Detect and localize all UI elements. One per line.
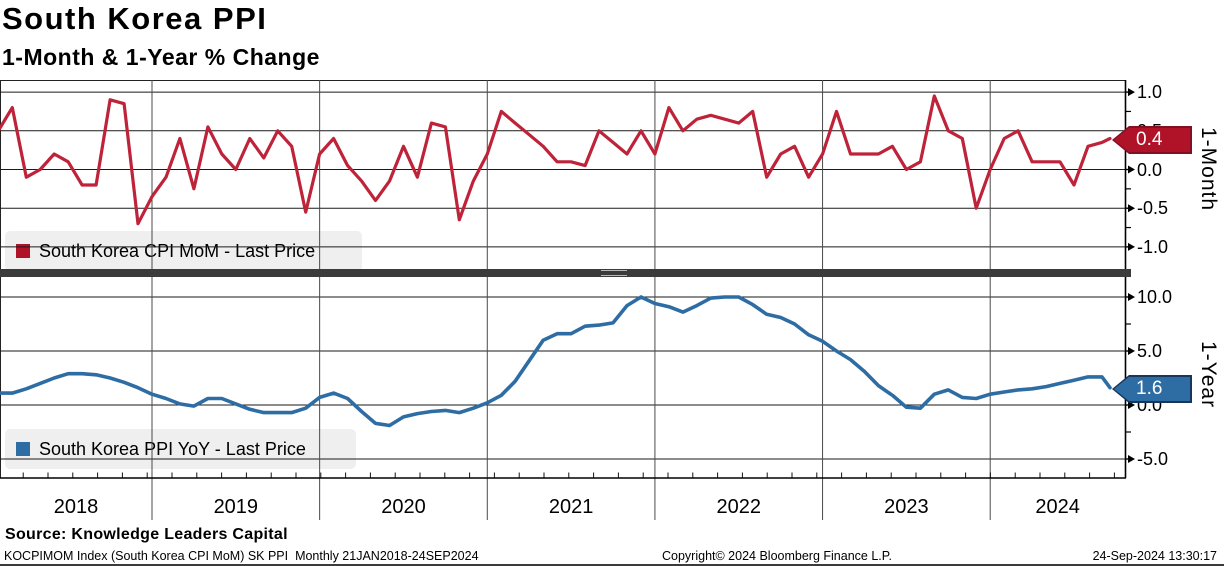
- x-axis-year-label-2019: 2019: [213, 496, 259, 518]
- ppi-yoy-last-price-badge: 1.6: [1112, 375, 1192, 403]
- y-axis-label-top-1.0: 1.0: [1137, 82, 1163, 103]
- chart-subtitle: 1-Month & 1-Year % Change: [2, 44, 320, 70]
- y-tick-arrow-icon: [1128, 204, 1135, 213]
- legend-ppi-yoy[interactable]: South Korea PPI YoY - Last Price: [5, 429, 356, 469]
- y-tick-arrow-icon: [1128, 347, 1135, 355]
- x-axis-year-label-2024: 2024: [1035, 496, 1080, 518]
- source-line: Source: Knowledge Leaders Capital: [5, 526, 288, 543]
- y-tick-arrow-icon: [1128, 293, 1135, 301]
- footer-ticker-info: KOCPIMOM Index (South Korea CPI MoM) SK …: [4, 549, 479, 563]
- divider-grip-icon[interactable]: [601, 270, 627, 276]
- footer-timestamp: 24-Sep-2024 13:30:17: [1092, 549, 1217, 563]
- panel-divider[interactable]: [0, 269, 1131, 277]
- y-axis-label-bottom--5.0: -5.0: [1137, 449, 1169, 469]
- ppi-yoy-legend-label: South Korea PPI YoY - Last Price: [39, 438, 306, 459]
- x-axis-year-label-2020: 2020: [381, 496, 426, 518]
- y-tick-arrow-icon: [1128, 88, 1135, 97]
- cpi-mom-last-price-value: 0.4: [1136, 129, 1163, 150]
- y-axis-label-top--0.5: -0.5: [1137, 198, 1169, 219]
- x-axis-year-label-2018: 2018: [53, 496, 99, 518]
- y-tick-arrow-icon: [1128, 242, 1135, 251]
- footer-copyright: Copyright© 2024 Bloomberg Finance L.P.: [662, 549, 892, 563]
- y-tick-arrow-icon: [1128, 165, 1135, 174]
- y-axis-title-1-year: 1-Year: [1197, 341, 1220, 409]
- y-tick-arrow-icon: [1128, 455, 1135, 463]
- cpi-mom-last-price-badge: 0.4: [1112, 126, 1192, 154]
- chart-title: South Korea PPI: [2, 1, 268, 36]
- y-axis-label-bottom-10.0: 10.0: [1137, 287, 1173, 307]
- cpi-mom-legend-label: South Korea CPI MoM - Last Price: [39, 240, 316, 261]
- window-bottom-border: [0, 564, 1224, 566]
- cpi-mom-legend-swatch-icon: [16, 244, 30, 258]
- y-axis-label-top--1.0: -1.0: [1137, 236, 1169, 257]
- legend-cpi-mom[interactable]: South Korea CPI MoM - Last Price: [5, 231, 362, 271]
- x-axis-year-label-2021: 2021: [548, 496, 594, 518]
- y-axis-label-top-0.0: 0.0: [1137, 159, 1163, 180]
- x-axis-year-label-2022: 2022: [716, 496, 761, 518]
- ppi-yoy-last-price-value: 1.6: [1136, 378, 1163, 399]
- ppi-yoy-line: [0, 295, 1112, 428]
- cpi-mom-line: [0, 94, 1112, 226]
- ppi-yoy-legend-swatch-icon: [16, 442, 30, 456]
- x-axis-year-label-2023: 2023: [884, 496, 929, 518]
- y-axis-title-1-month: 1-Month: [1197, 127, 1220, 212]
- y-axis-label-bottom-5.0: 5.0: [1137, 341, 1163, 361]
